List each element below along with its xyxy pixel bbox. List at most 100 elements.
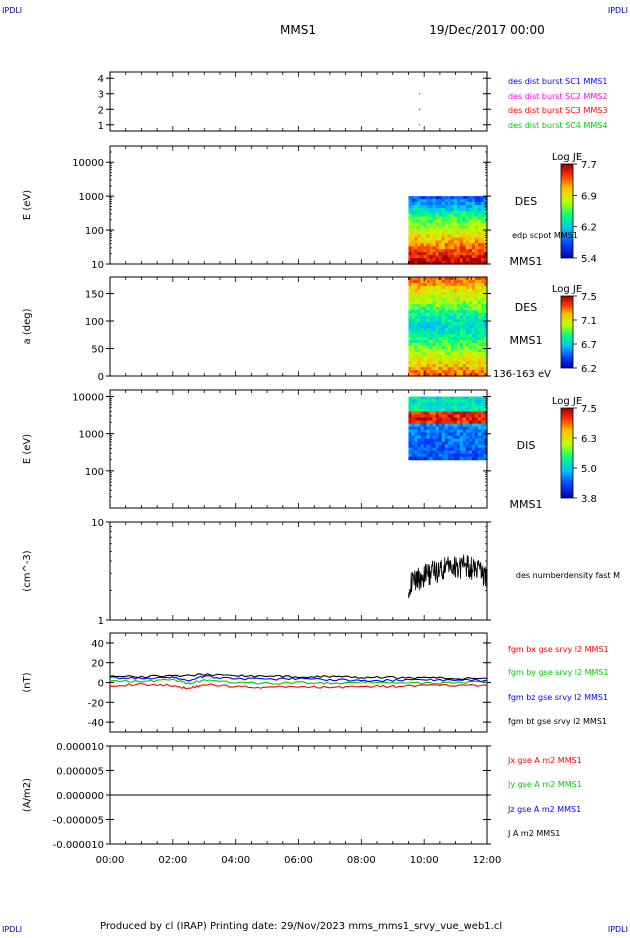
heatmap-cell	[465, 277, 470, 281]
heatmap-cell	[438, 414, 443, 419]
heatmap-cell	[471, 237, 476, 241]
heatmap-cell	[441, 304, 446, 308]
heatmap-cell	[471, 240, 476, 244]
heatmap-cell	[444, 399, 449, 404]
heatmap-cell	[426, 246, 431, 250]
heatmap-cell	[417, 243, 422, 247]
heatmap-cell	[477, 316, 482, 320]
heatmap-cell	[453, 295, 458, 299]
heatmap-cell	[438, 450, 443, 455]
heatmap-cell	[471, 219, 476, 224]
heatmap-cell	[432, 396, 437, 401]
legend-entry: des dist burst SC2 MMS2	[508, 92, 607, 101]
heatmap-cell	[477, 337, 482, 341]
heatmap-cell	[417, 219, 422, 224]
heatmap-cell	[453, 402, 458, 407]
heatmap-cell	[438, 313, 443, 317]
heatmap-cell	[441, 310, 446, 314]
heatmap-cell	[474, 417, 479, 422]
heatmap-cell	[429, 408, 434, 413]
heatmap-cell	[426, 358, 431, 362]
heatmap-cell	[468, 456, 473, 461]
heatmap-cell	[459, 370, 464, 374]
heatmap-cell	[411, 228, 416, 233]
heatmap-cell	[474, 252, 479, 256]
heatmap-cell	[438, 196, 443, 200]
heatmap-cell	[411, 231, 416, 236]
panel-side-label: DIS	[517, 439, 536, 452]
heatmap-cell	[471, 453, 476, 458]
heatmap-cell	[459, 301, 464, 305]
heatmap-cell	[444, 429, 449, 434]
heatmap-cell	[456, 316, 461, 320]
heatmap-cell	[468, 202, 473, 206]
heatmap-cell	[429, 292, 434, 296]
heatmap-cell	[453, 213, 458, 218]
heatmap-cell	[480, 346, 485, 350]
heatmap-cell	[423, 355, 428, 359]
heatmap-cell	[453, 219, 458, 224]
heatmap-cell	[435, 252, 440, 256]
heatmap-cell	[408, 370, 413, 374]
heatmap-cell	[408, 414, 413, 419]
heatmap-cell	[462, 402, 467, 407]
heatmap-cell	[462, 414, 467, 419]
heatmap-cell	[450, 292, 455, 296]
heatmap-cell	[453, 343, 458, 347]
heatmap-cell	[435, 246, 440, 250]
heatmap-cell	[414, 219, 419, 224]
heatmap-cell	[414, 432, 419, 437]
heatmap-cell	[414, 429, 419, 434]
heatmap-cell	[471, 447, 476, 452]
heatmap-cell	[459, 289, 464, 293]
heatmap-cell	[474, 246, 479, 250]
heatmap-cell	[429, 301, 434, 305]
heatmap-cell	[426, 228, 431, 233]
heatmap-cell	[441, 432, 446, 437]
heatmap-cell	[450, 216, 455, 221]
heatmap-cell	[411, 319, 416, 323]
heatmap-cell	[444, 370, 449, 374]
heatmap-cell	[426, 216, 431, 221]
heatmap-cell	[483, 310, 488, 314]
heatmap-cell	[459, 295, 464, 299]
heatmap-cell	[471, 228, 476, 233]
heatmap-cell	[462, 411, 467, 416]
heatmap-cell	[420, 405, 425, 410]
heatmap-cell	[471, 325, 476, 329]
heatmap-cell	[426, 207, 431, 212]
heatmap-cell	[468, 429, 473, 434]
heatmap-cell	[459, 417, 464, 422]
heatmap-cell	[411, 292, 416, 296]
panel-side-label: MMS1	[510, 255, 543, 268]
heatmap-cell	[474, 426, 479, 431]
heatmap-cell	[438, 310, 443, 314]
heatmap-cell	[417, 432, 422, 437]
heatmap-cell	[468, 258, 473, 262]
heatmap-cell	[426, 261, 431, 265]
heatmap-cell	[459, 246, 464, 250]
heatmap-cell	[456, 199, 461, 203]
heatmap-cell	[447, 349, 452, 353]
heatmap-cell	[465, 202, 470, 206]
heatmap-cell	[468, 444, 473, 449]
heatmap-cell	[462, 352, 467, 356]
heatmap-cell	[414, 295, 419, 299]
heatmap-cell	[411, 444, 416, 449]
heatmap-cell	[417, 429, 422, 434]
heatmap-cell	[414, 405, 419, 410]
heatmap-cell	[477, 280, 482, 284]
heatmap-cell	[462, 322, 467, 326]
heatmap-cell	[426, 204, 431, 209]
heatmap-cell	[468, 316, 473, 320]
heatmap-cell	[420, 414, 425, 419]
heatmap-cell	[438, 325, 443, 329]
heatmap-cell	[408, 280, 413, 284]
heatmap-cell	[444, 252, 449, 256]
heatmap-cell	[420, 435, 425, 440]
heatmap-cell	[477, 304, 482, 308]
heatmap-cell	[432, 328, 437, 332]
heatmap-cell	[441, 444, 446, 449]
heatmap-cell	[438, 231, 443, 236]
heatmap-cell	[483, 402, 488, 407]
